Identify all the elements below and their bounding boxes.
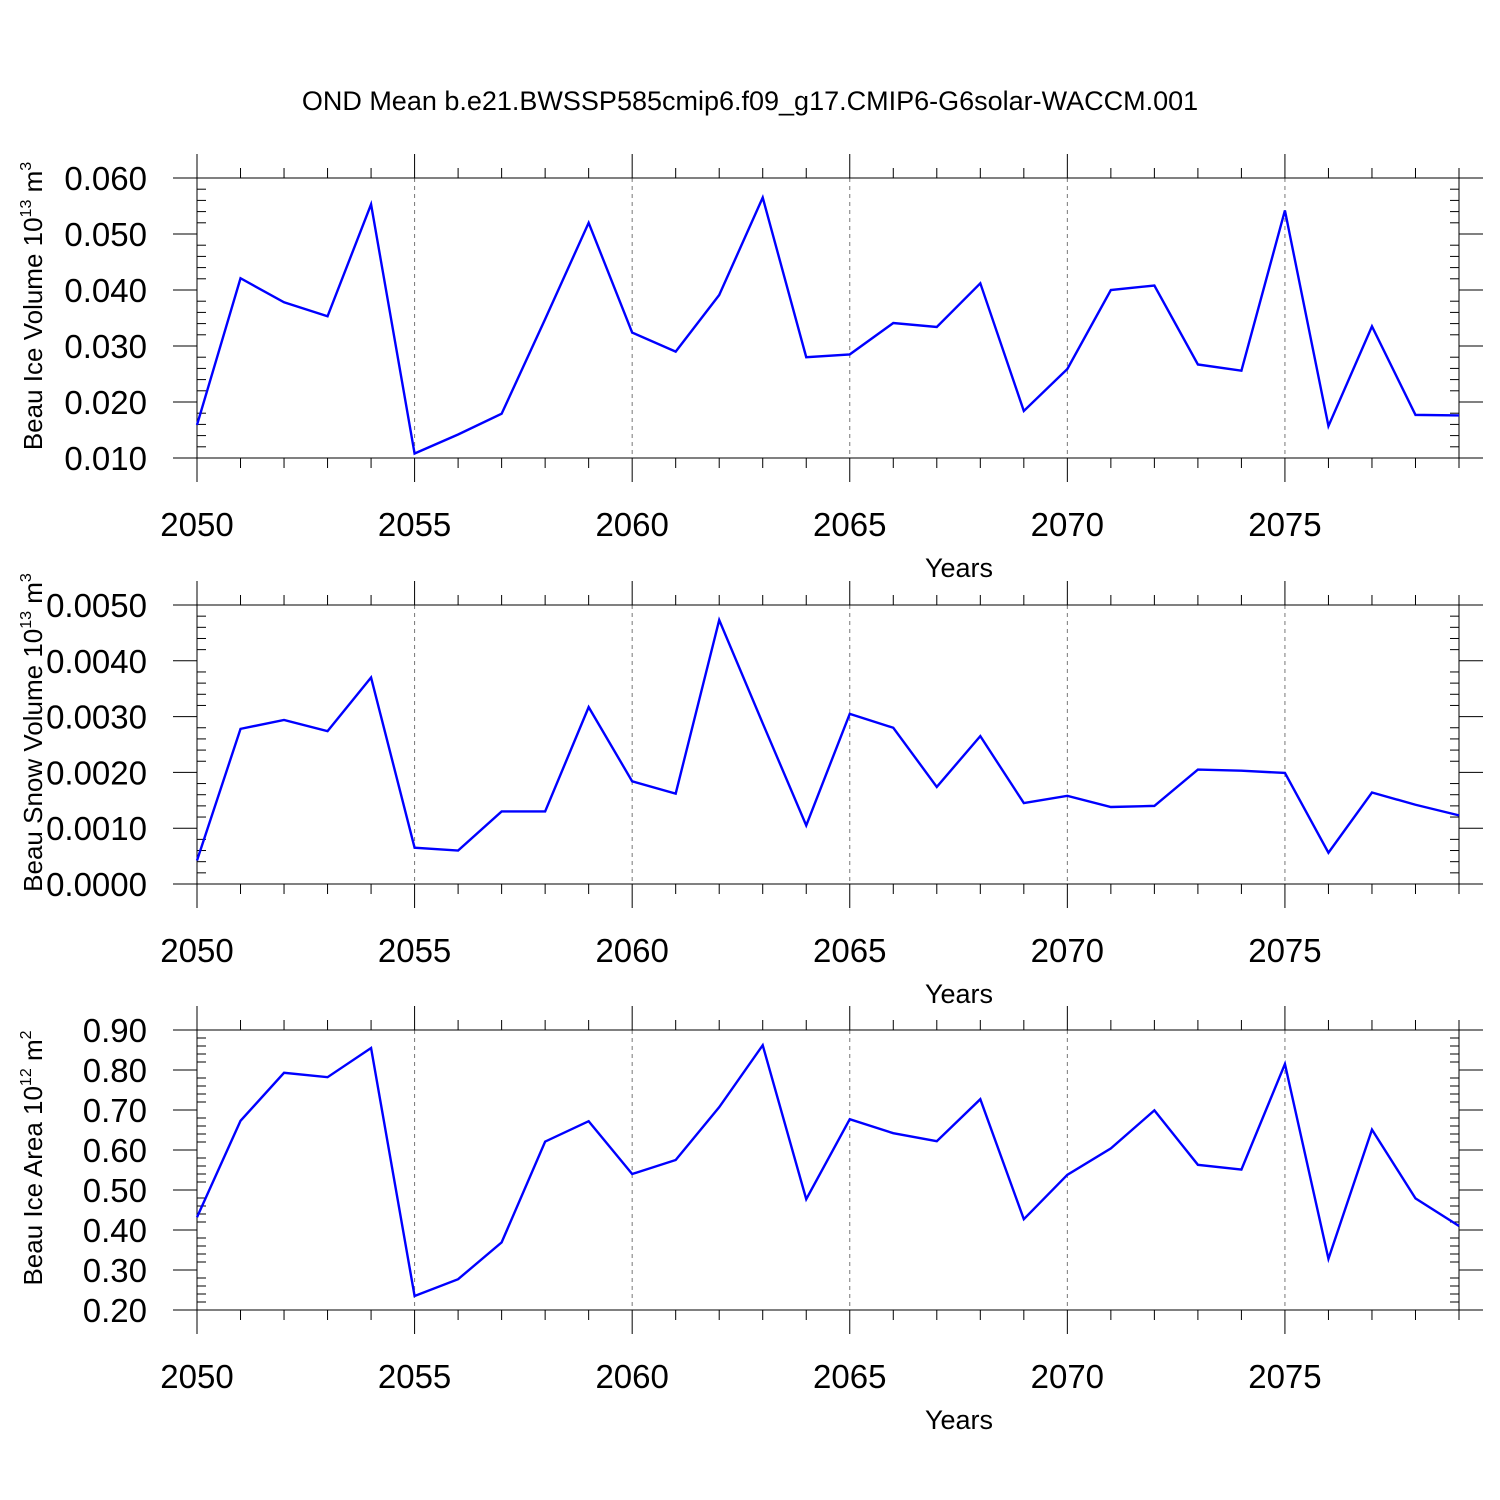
y-axis-label: Beau Ice Volume 1013 m3 xyxy=(18,162,48,450)
y-tick-label: 0.030 xyxy=(64,328,147,365)
panel-1: 0.010 0.020 0.030 0.040 0.050 0.060 2050 2055 20… xyxy=(18,154,1483,583)
y-tick-label: 0.060 xyxy=(64,160,147,197)
y-axis-label-part: 13 xyxy=(18,200,35,218)
x-tick-label: 2060 xyxy=(595,1358,668,1395)
y-axis-label-part: 3 xyxy=(18,573,35,582)
x-tick-label: 2060 xyxy=(595,506,668,543)
y-tick-label: 0.60 xyxy=(83,1132,147,1169)
y-axis-label-part: 13 xyxy=(18,611,35,629)
y-tick-label: 0.20 xyxy=(83,1292,147,1329)
y-axis-label-part: m xyxy=(18,171,48,200)
panel-3: 0.200.300.400.500.600.700.800.90 2050 2055… xyxy=(18,1006,1483,1435)
panel-2: 0.0000 0.0010 0.0020 0.0030 0.0040 0.0050 2050… xyxy=(18,573,1483,1009)
y-axis-label: Beau Snow Volume 1013 m3 xyxy=(18,573,48,892)
series-line xyxy=(195,1042,1460,1298)
x-tick-label: 2075 xyxy=(1248,506,1321,543)
x-tick-label: 2050 xyxy=(160,506,233,543)
x-tick-label: 2050 xyxy=(160,932,233,969)
x-tick-label: 2055 xyxy=(378,932,451,969)
x-tick-label: 2055 xyxy=(378,506,451,543)
y-tick-label: 0.0050 xyxy=(46,587,147,624)
y-tick-label: 0.040 xyxy=(64,272,147,309)
x-axis-label: Years xyxy=(925,1405,993,1435)
y-axis-label-part: Beau Ice Area 10 xyxy=(18,1086,48,1285)
series-line xyxy=(195,616,1460,861)
y-tick-label: 0.0010 xyxy=(46,810,147,847)
y-axis-label-part: m xyxy=(18,1039,48,1068)
y-tick-label: 0.50 xyxy=(83,1172,147,1209)
x-tick-label: 2060 xyxy=(595,932,668,969)
x-tick-label: 2065 xyxy=(813,506,886,543)
y-tick-label: 0.0030 xyxy=(46,699,147,736)
y-axis-label-part: m xyxy=(18,582,48,611)
chart-title: OND Mean b.e21.BWSSP585cmip6.f09_g17.CMI… xyxy=(301,86,1199,116)
x-tick-label: 2075 xyxy=(1248,932,1321,969)
y-tick-label: 0.80 xyxy=(83,1052,147,1089)
y-tick-label: 0.0000 xyxy=(46,866,147,903)
y-tick-label: 0.30 xyxy=(83,1252,147,1289)
plot-frame xyxy=(196,177,1460,459)
y-axis-label-part: 3 xyxy=(18,162,35,171)
x-axis-label: Years xyxy=(925,979,993,1009)
y-tick-label: 0.0040 xyxy=(46,643,147,680)
y-tick-label: 0.0020 xyxy=(46,754,147,791)
y-axis-label-part: 2 xyxy=(18,1030,35,1039)
plot-frame xyxy=(196,604,1460,885)
series-line xyxy=(195,194,1460,456)
x-tick-label: 2070 xyxy=(1031,932,1104,969)
x-tick-label: 2050 xyxy=(160,1358,233,1395)
y-tick-label: 0.020 xyxy=(64,384,147,421)
x-tick-label: 2075 xyxy=(1248,1358,1321,1395)
x-axis-label: Years xyxy=(925,553,993,583)
x-tick-label: 2065 xyxy=(813,1358,886,1395)
plot-frame xyxy=(196,1029,1460,1311)
y-axis-label-part: 12 xyxy=(18,1068,35,1086)
x-tick-label: 2070 xyxy=(1031,1358,1104,1395)
y-tick-label: 0.40 xyxy=(83,1212,147,1249)
x-tick-label: 2055 xyxy=(378,1358,451,1395)
y-tick-label: 0.70 xyxy=(83,1092,147,1129)
y-tick-label: 0.90 xyxy=(83,1012,147,1049)
y-axis-label-part: Beau Snow Volume 10 xyxy=(18,629,48,892)
x-tick-label: 2070 xyxy=(1031,506,1104,543)
x-tick-label: 2065 xyxy=(813,932,886,969)
y-tick-label: 0.010 xyxy=(64,440,147,477)
y-tick-label: 0.050 xyxy=(64,216,147,253)
y-axis-label: Beau Ice Area 1012 m2 xyxy=(18,1030,48,1285)
y-axis-label-part: Beau Ice Volume 10 xyxy=(18,217,48,450)
